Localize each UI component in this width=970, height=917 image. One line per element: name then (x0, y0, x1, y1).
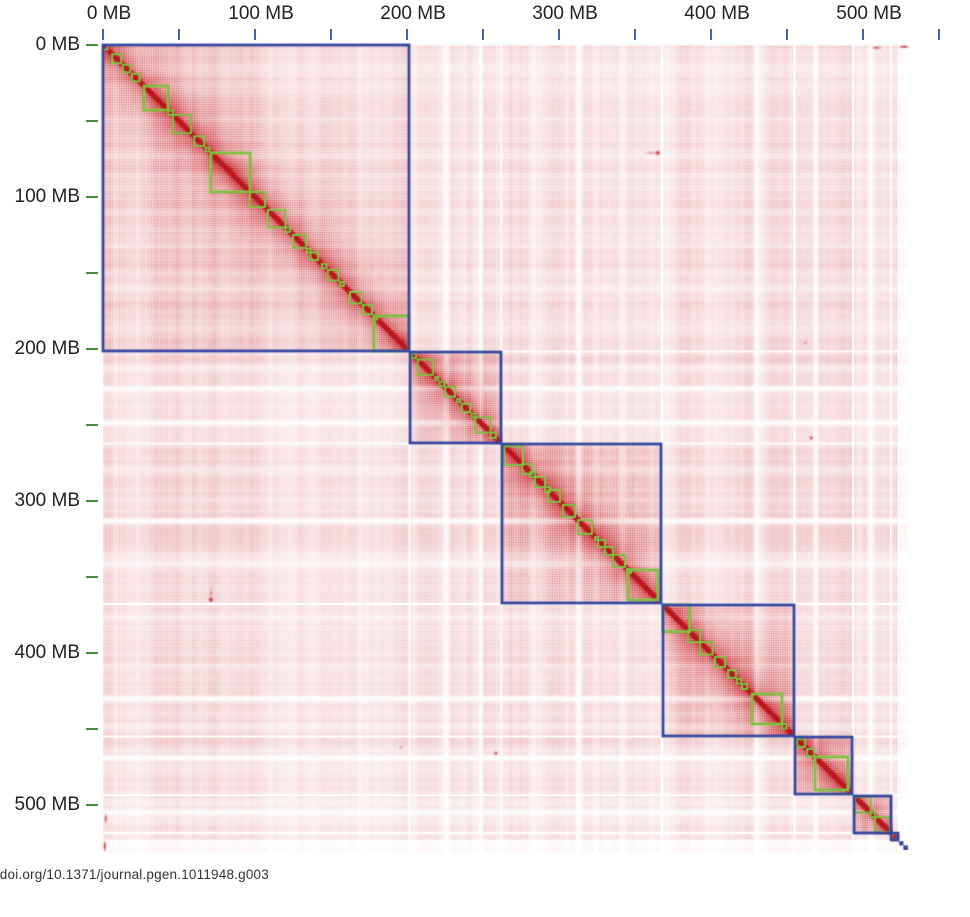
x-axis-tick (937, 29, 941, 40)
x-axis-label: 300 MB (532, 3, 598, 24)
doi-caption: 'doi.org/10.1371/journal.pgen.1011948.g0… (0, 867, 269, 882)
x-axis-tick (633, 29, 637, 40)
x-axis-tick (861, 29, 865, 40)
x-axis-tick (329, 29, 333, 40)
x-axis-tick (709, 29, 713, 40)
y-axis-tick (86, 651, 98, 655)
x-axis-tick (405, 29, 409, 40)
y-axis-tick (86, 423, 98, 427)
y-axis-label: 0 MB (35, 34, 80, 55)
y-axis-label: 200 MB (14, 338, 80, 359)
y-axis-label: 400 MB (14, 642, 80, 663)
x-axis-label: 400 MB (684, 3, 750, 24)
y-axis-tick (86, 499, 98, 503)
x-axis-tick (177, 29, 181, 40)
y-axis-tick (86, 43, 98, 47)
y-axis-tick (86, 195, 98, 199)
x-axis-tick (253, 29, 257, 40)
y-axis-tick (86, 727, 98, 731)
x-axis-label: 100 MB (228, 3, 294, 24)
x-axis-label: 200 MB (380, 3, 446, 24)
y-axis-tick (86, 119, 98, 123)
y-axis-tick (86, 271, 98, 275)
y-axis-label: 300 MB (14, 490, 80, 511)
x-axis-tick (101, 29, 105, 40)
x-axis-label: 500 MB (836, 3, 902, 24)
y-axis-label: 500 MB (14, 794, 80, 815)
x-axis-tick (481, 29, 485, 40)
x-axis-label: 0 MB (86, 3, 132, 24)
y-axis-tick (86, 347, 98, 351)
x-axis-tick (557, 29, 561, 40)
y-axis-tick (86, 803, 98, 807)
y-axis-tick (86, 575, 98, 579)
x-axis-tick (785, 29, 789, 40)
y-axis-label: 100 MB (14, 186, 80, 207)
